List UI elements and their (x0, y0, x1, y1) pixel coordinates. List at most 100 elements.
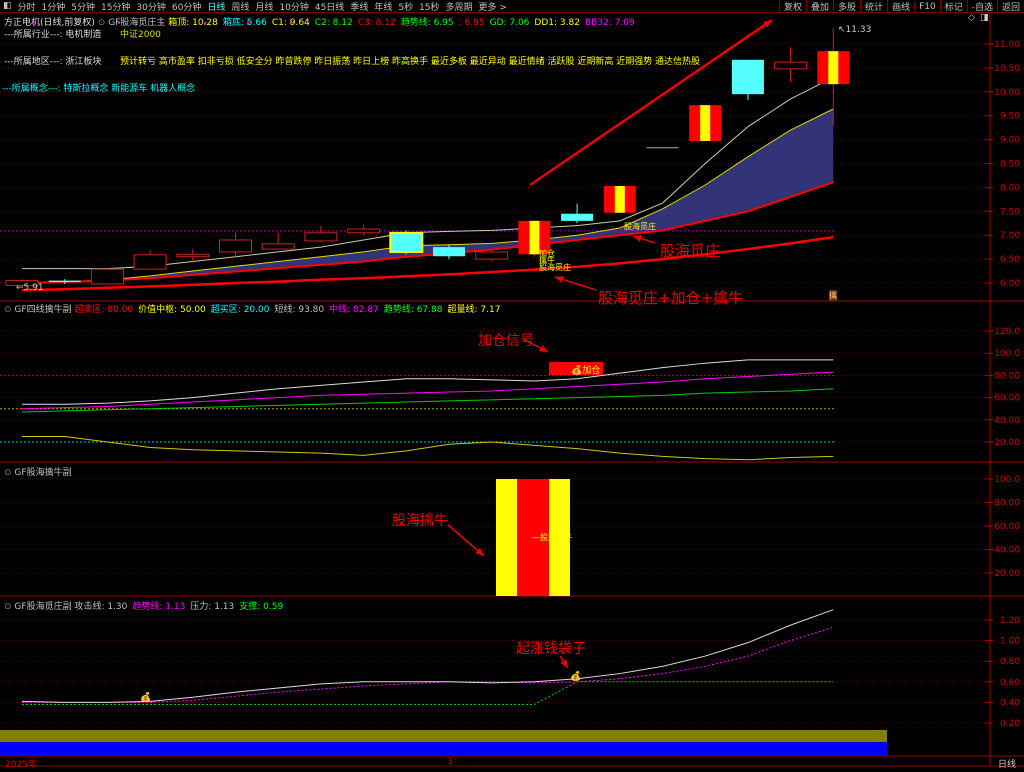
period-tab[interactable]: 年线 (374, 2, 393, 13)
toolbar-button[interactable]: 返回 (996, 0, 1024, 13)
indicator-value: 超买区: 20.00 (210, 305, 270, 315)
trend-line (21, 388, 834, 413)
bull-bar-core (517, 479, 549, 596)
period-tab[interactable]: 5秒 (398, 2, 414, 13)
axis-label: 9.50 (1000, 112, 1020, 122)
toolbar-button[interactable]: -自选 (966, 0, 997, 13)
axis-label: 60.00 (994, 522, 1020, 532)
arrow-head (475, 547, 484, 556)
marker-dot (247, 22, 249, 24)
period-tab[interactable]: 60分钟 (171, 2, 202, 13)
signal-candle-stripe (529, 220, 540, 255)
period-tab[interactable]: 5分钟 (71, 2, 95, 13)
period-tab[interactable]: 15秒 (419, 2, 440, 13)
olive-bar (0, 730, 887, 742)
axis-label: 40.00 (994, 546, 1020, 556)
indicator-value: 超量线: 7.17 (447, 305, 501, 315)
industry-row: ---所属行业---: 电机制造 (4, 27, 101, 40)
toolbar-button[interactable]: 复权 (779, 0, 806, 13)
candle-down (48, 280, 81, 283)
marker-dot (32, 22, 34, 24)
axis-label: 0.40 (1000, 698, 1020, 708)
high-label: ↖11.33 (838, 25, 872, 35)
marker-dot (290, 22, 292, 24)
red-lower-line (21, 235, 834, 292)
candle-up (261, 243, 295, 250)
axis-label: 10.00 (994, 88, 1020, 98)
indicator-name[interactable]: GF股海觅庄主 (108, 18, 166, 28)
candle-up (774, 61, 808, 70)
panel3-header: ⊙ GF股海擒牛副 (4, 468, 72, 478)
signal-candle-stripe (828, 51, 839, 85)
period-tab[interactable]: 月线 (255, 2, 274, 13)
axis-label: 6.00 (1000, 279, 1020, 289)
period-tab[interactable]: 季线 (350, 2, 369, 13)
panel-toggle-icon[interactable]: ◧ (3, 1, 12, 11)
panel3-title[interactable]: GF股海擒牛副 (14, 468, 72, 478)
candle-down (389, 231, 424, 253)
layout-icon[interactable]: ◨ (980, 13, 989, 23)
period-tab[interactable]: 15分钟 (101, 2, 131, 13)
axis-label: 7.50 (1000, 207, 1020, 217)
toolbar-button[interactable]: 叠加 (806, 0, 833, 13)
axis-label: 8.50 (1000, 160, 1020, 170)
toolbar-button[interactable]: 统计 (860, 0, 887, 13)
short-line (22, 359, 834, 405)
timeline-month: 3 (447, 757, 453, 767)
period-tab[interactable]: 30分钟 (136, 2, 166, 13)
settings-icon[interactable]: ⊙ (97, 18, 106, 28)
trend-band (22, 109, 834, 284)
index-name: 中证2000 (120, 30, 161, 40)
candle-down (433, 247, 465, 257)
indicator-value: C2: 8.12 (314, 18, 353, 28)
attack-line (21, 609, 834, 703)
low-label: ←5.91 (16, 283, 44, 293)
candle-up (5, 280, 39, 286)
p3-mid-label: —股海擒牛 (532, 533, 572, 542)
indicator-value: GD: 7.06 (489, 18, 530, 28)
toolbar-button[interactable]: 画线 (887, 0, 914, 13)
period-tab[interactable]: 更多 > (478, 2, 507, 13)
period-tab[interactable]: 周线 (231, 2, 250, 13)
candle-up (304, 232, 338, 242)
marker-dot (204, 22, 206, 24)
diamond-icon[interactable]: ◇ (968, 13, 975, 23)
high-value: 11.33 (845, 25, 872, 35)
period-tab[interactable]: 45日线 (314, 2, 345, 13)
mid-line (21, 371, 834, 410)
money-bag-icon: 💰 (140, 693, 152, 703)
period-toolbar: ◧ 分时 1分钟 5分钟 15分钟 30分钟 60分钟 日线 周线 月线 10分钟 45日线 季线 年线… (0, 0, 1024, 13)
period-tab[interactable]: 分时 (17, 2, 36, 13)
indicator-value: 趋势线: 6.95 (400, 18, 454, 28)
period-tab[interactable]: 多周期 (445, 2, 473, 13)
indicator-value: 趋势线: 1.13 (132, 602, 186, 612)
support-line (22, 681, 834, 705)
axis-label: 9.00 (1000, 136, 1020, 146)
period-tab[interactable]: 日线 (207, 2, 226, 13)
axis-label: 1.20 (1000, 616, 1020, 626)
arrow-head (763, 20, 772, 28)
region-row: ---所属地区---: 浙江板块 (4, 54, 101, 67)
signal-badge: 擒 (829, 290, 837, 301)
axis-label: 80.00 (994, 371, 1020, 381)
period-tab[interactable]: 1分钟 (41, 2, 66, 13)
candle-up (176, 253, 210, 258)
trend-line (22, 626, 834, 703)
toolbar-button[interactable]: F10 (914, 1, 940, 12)
concept-row: ---所属概念---: 特斯拉概念 新能源车 机器人概念 (2, 81, 195, 94)
toolbar-button[interactable]: 多股 (833, 0, 860, 13)
axis-label: 0.80 (1000, 657, 1020, 667)
label-small1: 股海觅庄 (624, 222, 656, 231)
period-selector[interactable]: 日线 (998, 760, 1017, 770)
arrow-head (560, 659, 568, 668)
axis-label: 80.00 (994, 499, 1020, 509)
toolbar-button[interactable]: 标记 (939, 0, 967, 13)
chart-header: 方正电机(日线,前复权) ⊙ GF股海觅庄主 箱顶: 10.28 箱底: 5.66… (4, 15, 640, 28)
panel2-title[interactable]: GF四线擒牛副 (14, 305, 72, 315)
axis-label: 0.20 (1000, 719, 1020, 729)
annotation-p3: 股海擒牛 (392, 513, 448, 529)
period-tab[interactable]: 10分钟 (279, 2, 309, 13)
signal-candle-stripe (700, 105, 711, 142)
panel4-title[interactable]: GF股海觅庄副 (14, 602, 72, 612)
